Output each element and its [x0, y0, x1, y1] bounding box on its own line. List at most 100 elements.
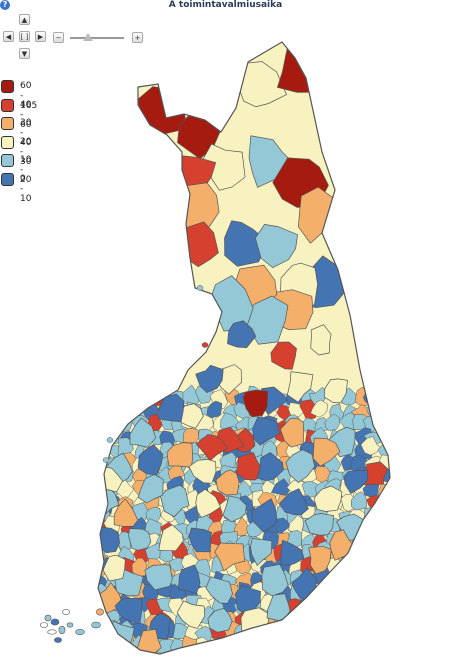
municipality[interactable]	[362, 518, 382, 536]
municipality[interactable]	[329, 610, 346, 630]
municipality[interactable]	[255, 224, 298, 269]
municipality[interactable]	[158, 524, 184, 552]
municipality[interactable]	[314, 583, 336, 603]
municipality[interactable]	[93, 638, 110, 654]
municipality[interactable]	[378, 596, 397, 615]
municipality[interactable]	[285, 449, 316, 483]
pan-down-button[interactable]: ▼	[19, 48, 30, 59]
municipality[interactable]	[118, 388, 136, 406]
municipality[interactable]	[350, 596, 368, 614]
municipality[interactable]	[236, 452, 265, 481]
municipality[interactable]	[375, 414, 395, 432]
municipality[interactable]	[324, 625, 341, 644]
municipality[interactable]	[128, 528, 152, 551]
municipality[interactable]	[182, 384, 200, 406]
municipality[interactable]	[242, 389, 269, 418]
municipality[interactable]	[310, 324, 332, 356]
municipality[interactable]	[104, 414, 120, 432]
municipality[interactable]	[341, 638, 357, 656]
pan-up-button[interactable]: ▲	[19, 14, 30, 25]
municipality[interactable]	[227, 320, 257, 348]
municipality[interactable]	[240, 607, 270, 634]
municipality[interactable]	[311, 596, 329, 615]
municipality[interactable]	[103, 404, 120, 421]
municipality[interactable]	[325, 586, 342, 604]
municipality[interactable]	[220, 635, 241, 654]
municipality[interactable]	[195, 488, 222, 518]
municipality[interactable]	[381, 518, 399, 538]
municipality[interactable]	[342, 625, 359, 640]
municipality[interactable]	[137, 86, 186, 135]
municipality[interactable]	[106, 637, 125, 655]
municipality[interactable]	[102, 554, 126, 582]
municipality[interactable]	[301, 619, 318, 641]
municipality[interactable]	[377, 483, 396, 500]
municipality[interactable]	[301, 481, 320, 499]
municipality[interactable]	[375, 581, 394, 603]
municipality[interactable]	[348, 638, 367, 655]
municipality[interactable]	[250, 640, 269, 655]
municipality[interactable]	[131, 557, 148, 578]
municipality[interactable]	[273, 631, 291, 650]
municipality[interactable]	[364, 557, 379, 578]
municipality[interactable]	[262, 635, 279, 656]
municipality[interactable]	[315, 609, 331, 626]
municipality[interactable]	[92, 481, 108, 504]
municipality[interactable]	[323, 378, 348, 404]
municipality[interactable]	[363, 587, 379, 606]
municipality[interactable]	[188, 459, 217, 484]
municipality[interactable]	[312, 437, 341, 467]
municipality[interactable]	[308, 545, 332, 575]
municipality[interactable]	[172, 622, 189, 640]
municipality[interactable]	[270, 478, 292, 496]
pan-left-button[interactable]: ◀	[3, 31, 14, 42]
municipality[interactable]	[378, 494, 396, 512]
municipality[interactable]	[314, 635, 333, 653]
municipality[interactable]	[93, 426, 108, 446]
municipality[interactable]	[361, 632, 379, 652]
municipality[interactable]	[205, 576, 233, 604]
municipality[interactable]	[144, 564, 173, 591]
municipality[interactable]	[206, 400, 223, 418]
municipality[interactable]	[133, 388, 152, 410]
municipality[interactable]	[233, 632, 252, 654]
municipality[interactable]	[92, 442, 110, 459]
municipality[interactable]	[275, 623, 291, 642]
municipality[interactable]	[310, 399, 328, 418]
municipality[interactable]	[279, 417, 305, 448]
municipality[interactable]	[114, 597, 143, 625]
municipality[interactable]	[182, 428, 199, 443]
municipality[interactable]	[367, 621, 384, 638]
municipality[interactable]	[340, 568, 357, 586]
municipality[interactable]	[364, 611, 383, 630]
pan-right-button[interactable]: ▶	[35, 31, 46, 42]
municipality[interactable]	[366, 545, 383, 563]
municipality[interactable]	[324, 413, 341, 432]
municipality[interactable]	[341, 610, 358, 629]
municipality[interactable]	[338, 582, 355, 600]
municipality[interactable]	[340, 558, 358, 576]
municipality[interactable]	[233, 516, 250, 536]
municipality[interactable]	[376, 541, 393, 560]
municipality[interactable]	[360, 573, 380, 590]
municipality[interactable]	[279, 488, 309, 516]
municipality[interactable]	[379, 624, 394, 646]
municipality[interactable]	[129, 417, 157, 448]
municipality[interactable]	[327, 570, 347, 588]
municipality[interactable]	[360, 436, 383, 456]
municipality[interactable]	[378, 454, 396, 474]
municipality[interactable]	[376, 637, 392, 655]
municipality[interactable]	[353, 621, 369, 643]
municipality[interactable]	[311, 619, 331, 637]
municipality[interactable]	[215, 469, 240, 496]
municipality[interactable]	[168, 557, 184, 572]
municipality[interactable]	[355, 609, 372, 629]
municipality[interactable]	[250, 538, 273, 567]
municipality[interactable]	[222, 495, 247, 523]
municipality[interactable]	[299, 607, 318, 628]
municipality[interactable]	[214, 542, 246, 572]
municipality[interactable]	[347, 565, 367, 588]
municipality[interactable]	[188, 527, 212, 553]
